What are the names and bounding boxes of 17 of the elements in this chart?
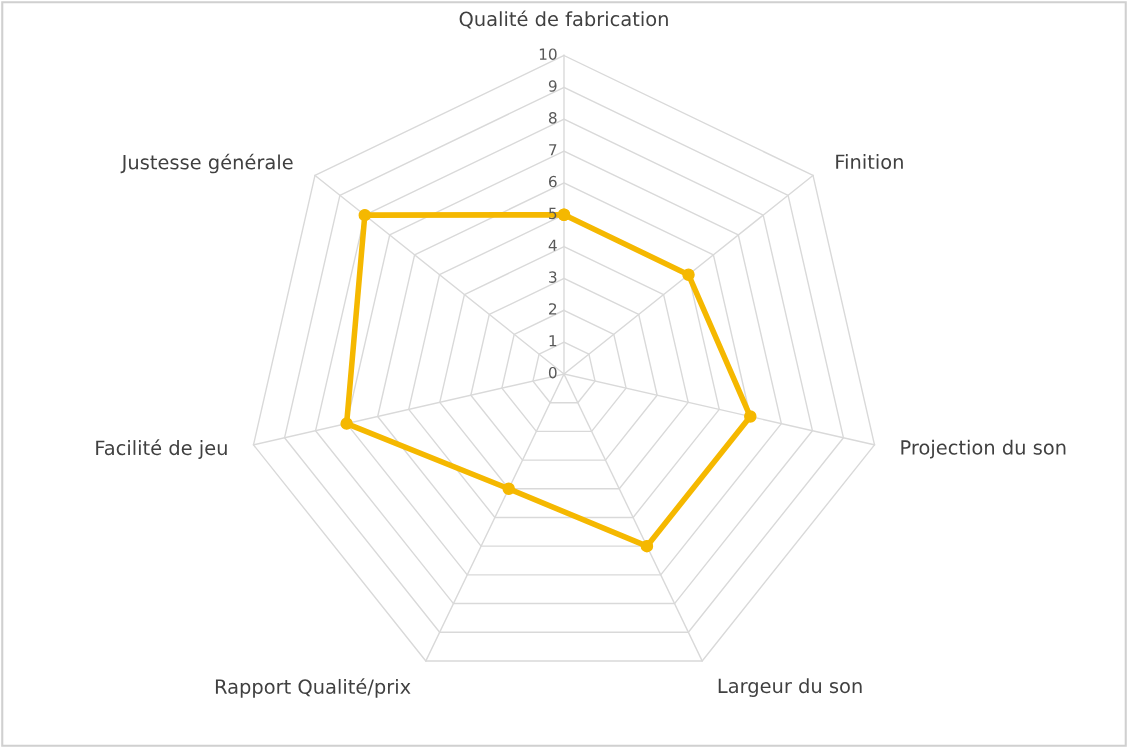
y-tick-label: 4 — [548, 239, 557, 251]
y-tick-label: 8 — [548, 112, 557, 124]
y-tick-label: 2 — [549, 303, 557, 315]
y-tick-label: 10 — [539, 48, 557, 60]
spoke-label: Justesse générale — [120, 153, 293, 174]
y-tick-label: 1 — [549, 335, 557, 347]
y-tick-label: 7 — [549, 144, 557, 156]
y-tick-label: 9 — [548, 80, 557, 92]
spoke-label: Rapport Qualité/prix — [215, 678, 411, 698]
spoke-label: Largeur du son — [718, 678, 862, 697]
y-tick-label: 3 — [549, 271, 557, 283]
spoke-label: Projection du son — [901, 439, 1066, 459]
y-tick-label: 6 — [548, 175, 557, 188]
spoke-label: Finition — [836, 154, 903, 170]
spoke-label: Facilité de jeu — [96, 439, 227, 459]
y-tick-label: 0 — [548, 366, 557, 379]
spoke-label: Qualité de fabrication — [459, 10, 668, 29]
